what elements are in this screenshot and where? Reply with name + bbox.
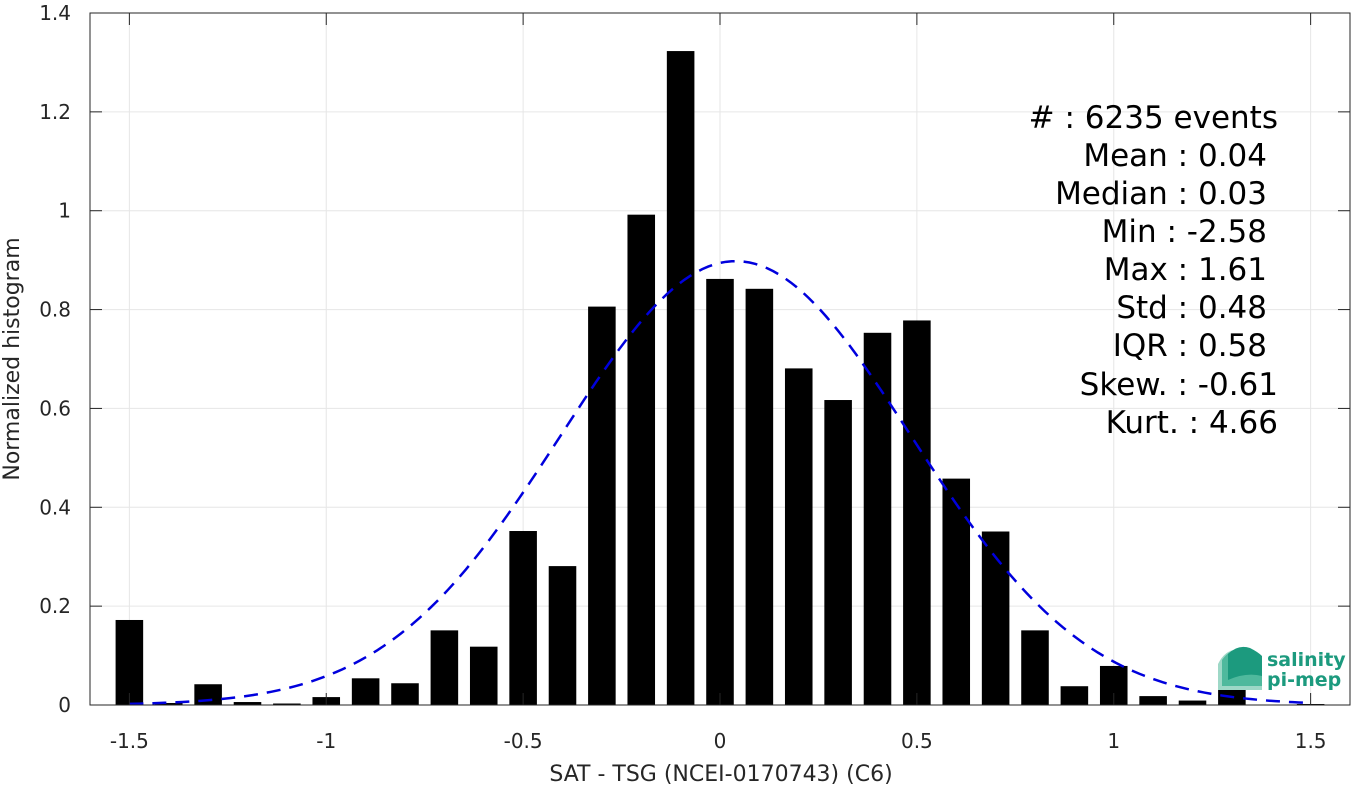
histogram-bar [469, 646, 498, 705]
y-tick-label: 1.4 [39, 1, 71, 25]
logo-wave-icon [1218, 646, 1262, 690]
y-tick-label: 0.8 [39, 298, 71, 322]
histogram-bar [430, 630, 459, 705]
stats-line: Kurt. : 4.66 [1106, 405, 1278, 441]
histogram-bar [1060, 686, 1089, 705]
histogram-bar [981, 531, 1010, 705]
histogram-bar [784, 368, 813, 705]
grid [90, 12, 1350, 706]
x-tick-labels: -1.5 -1 -0.5 0 0.5 1 1.5 [110, 729, 1327, 753]
y-tick-label: 0.6 [39, 396, 71, 420]
histogram-bar [627, 214, 656, 705]
histogram-bar [509, 531, 537, 705]
y-axis-label: Normalized histogram [0, 237, 25, 480]
histogram-bar [863, 332, 892, 705]
histogram-bar [824, 400, 852, 705]
histogram-bar [706, 278, 734, 705]
stats-line: IQR : 0.58 [1113, 328, 1267, 364]
histogram-bar [588, 306, 616, 705]
histogram-bar [942, 478, 971, 705]
histogram-bar [745, 288, 774, 705]
histogram-bar [273, 703, 301, 705]
x-tick-label: -1 [316, 729, 336, 753]
stats-line: Max : 1.61 [1104, 252, 1267, 288]
x-tick-label: -1.5 [110, 729, 149, 753]
stats-line: Mean : 0.04 [1083, 138, 1267, 174]
bars [115, 51, 1325, 706]
stats-line: Skew. : -0.61 [1080, 367, 1278, 403]
x-tick-label: 1 [1107, 729, 1120, 753]
histogram-bar [1021, 630, 1049, 705]
histogram-bar [233, 702, 262, 705]
y-tick-label: 0 [58, 693, 71, 717]
histogram-bar [903, 320, 931, 705]
x-axis-label: SAT - TSG (NCEI-0170743) (C6) [549, 762, 892, 785]
histogram-bar [548, 566, 577, 705]
stats-line: Median : 0.03 [1055, 176, 1267, 212]
salinity-pi-mep-logo: salinity pi-mep [1218, 646, 1346, 691]
y-tick-label: 0.2 [39, 594, 71, 618]
stats-line: Min : -2.58 [1102, 214, 1267, 250]
stats-line: # : 6235 events [1029, 100, 1278, 136]
normal-fit-curve [129, 259, 1311, 706]
x-tick-label: 0 [714, 729, 727, 753]
y-tick-labels: 0 0.2 0.4 0.6 0.8 1 1.2 1.4 [39, 1, 71, 717]
y-tick-label: 1.2 [39, 100, 71, 124]
histogram-bar [115, 619, 144, 705]
x-tick-label: 1.5 [1295, 729, 1327, 753]
logo-text-line1: salinity [1267, 649, 1346, 671]
y-tick-label: 0.4 [39, 495, 71, 519]
x-tick-label: -0.5 [504, 729, 543, 753]
y-tick-label: 1 [58, 199, 71, 223]
histogram-bar [666, 51, 695, 706]
stats-annotation: # : 6235 events Mean : 0.04 Median : 0.0… [1029, 100, 1278, 441]
stats-line: Std : 0.48 [1116, 290, 1267, 326]
histogram-bar [391, 683, 419, 705]
x-tick-label: 0.5 [901, 729, 933, 753]
histogram-bar [1139, 696, 1167, 705]
logo-text-line2: pi-mep [1267, 669, 1341, 691]
histogram-bar [154, 703, 183, 705]
histogram-bar [351, 678, 380, 705]
histogram-bar [1178, 700, 1207, 705]
ticks [90, 12, 1350, 706]
